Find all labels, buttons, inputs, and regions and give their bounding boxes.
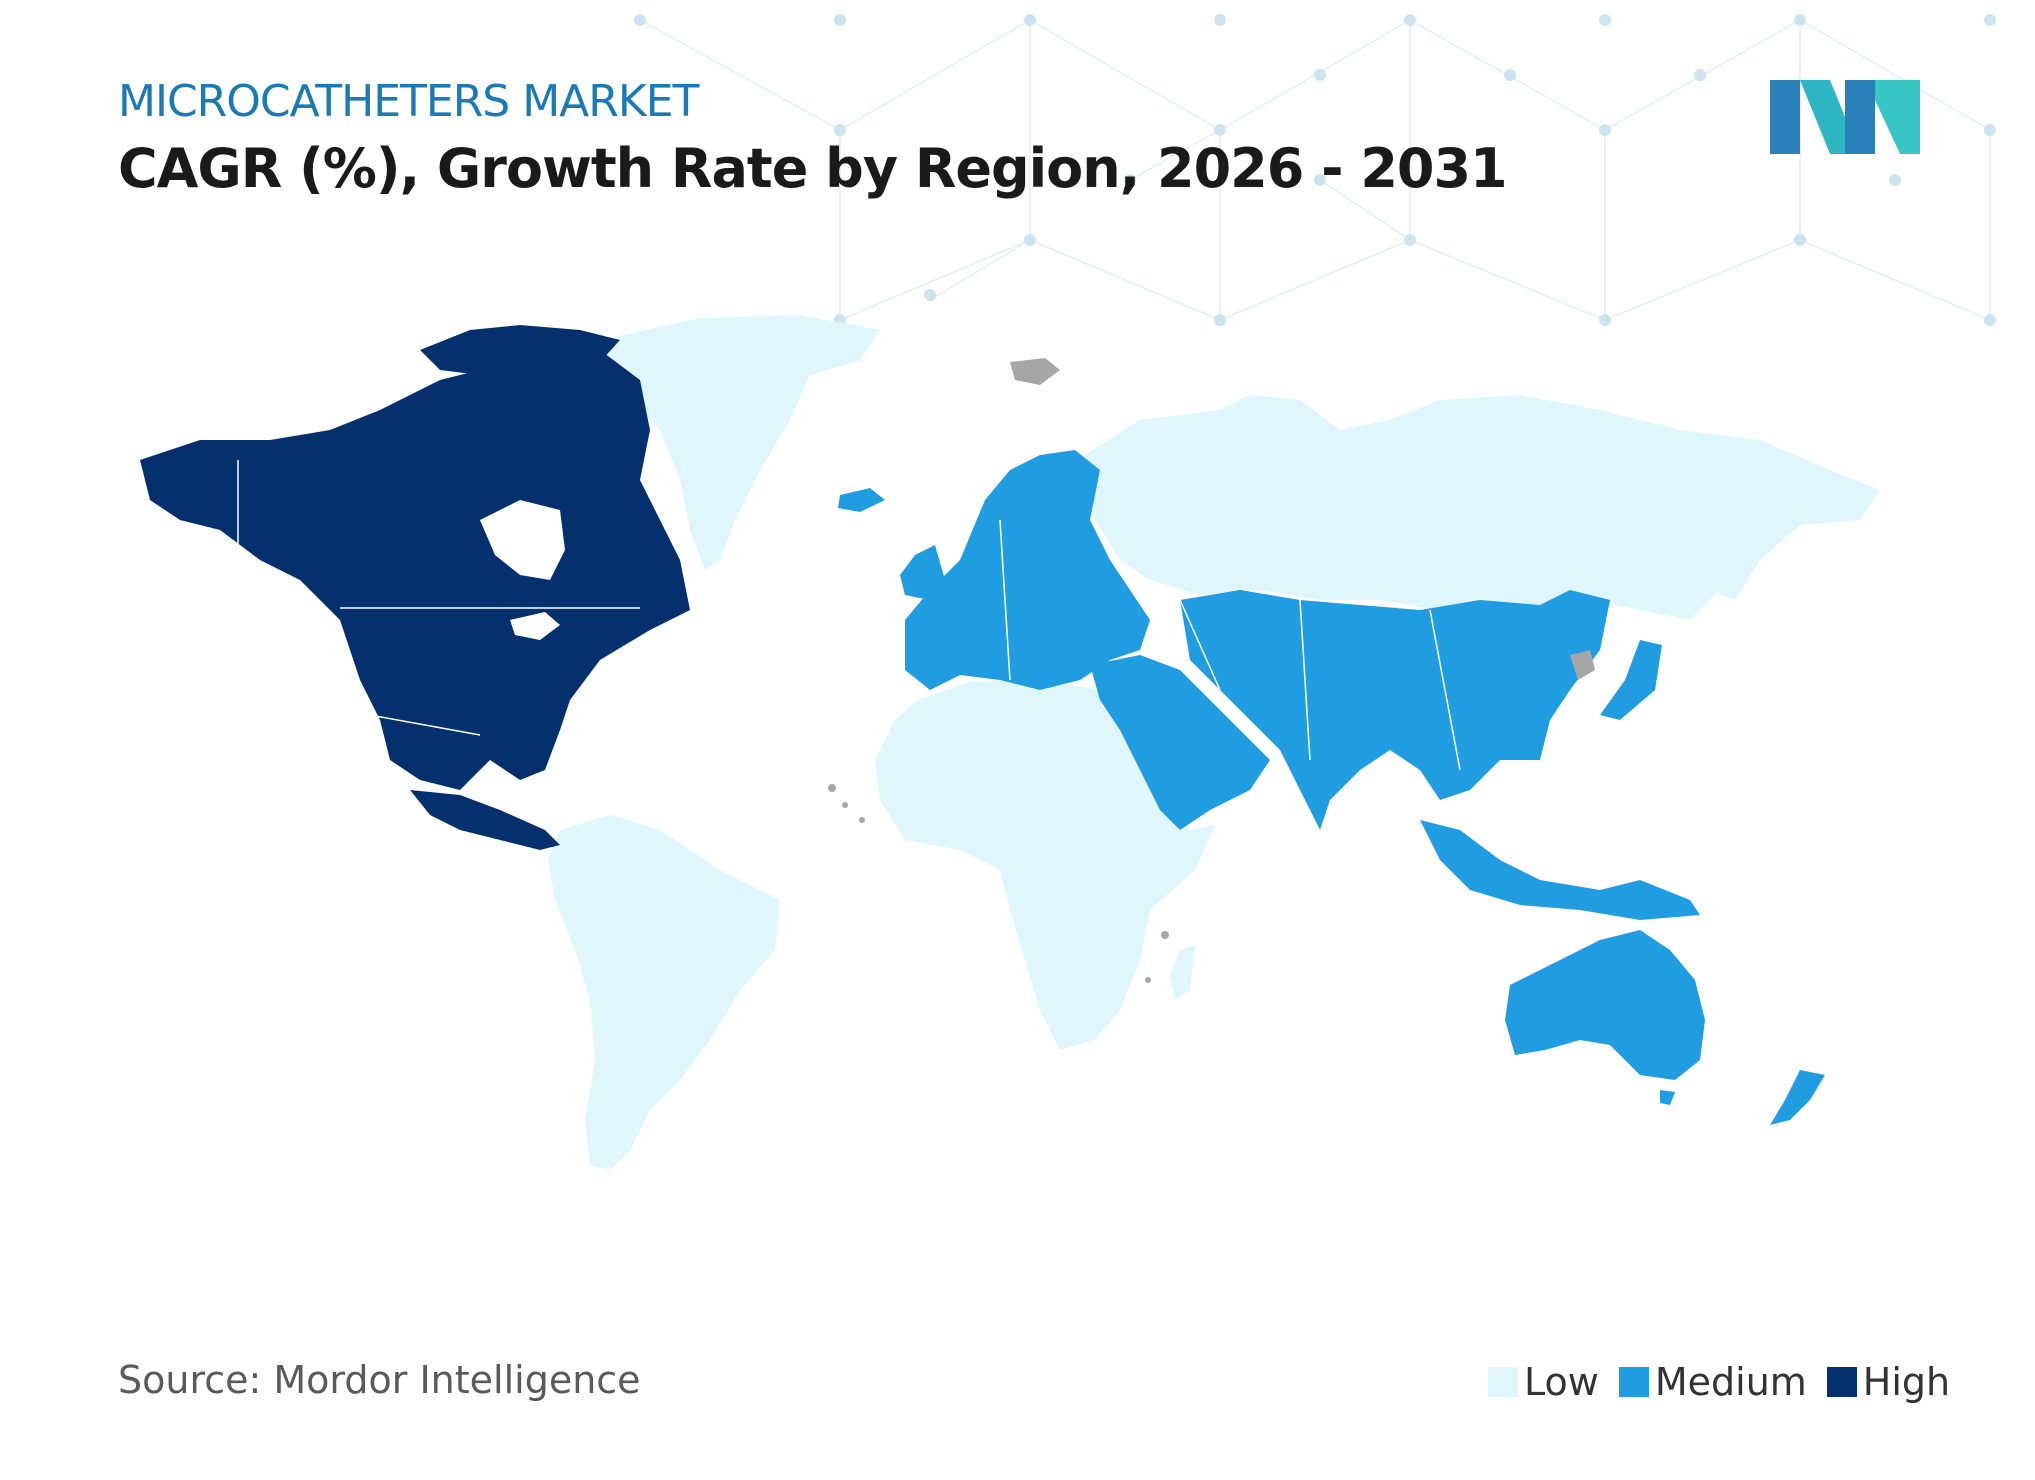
chart-title: CAGR (%), Growth Rate by Region, 2026 - …: [118, 137, 1508, 200]
chart-subtitle: MICROCATHETERS MARKET: [118, 76, 699, 127]
legend-label-high: High: [1862, 1360, 1951, 1404]
region-iceland: [838, 488, 885, 512]
source-note: Source: Mordor Intelligence: [118, 1358, 641, 1402]
chart-header: MICROCATHETERS MARKET CAGR (%), Growth R…: [118, 74, 1508, 204]
region-south-america: [548, 815, 780, 1170]
region-north-america: [140, 350, 690, 790]
legend-label-medium: Medium: [1654, 1360, 1807, 1404]
region-russia: [1085, 395, 1880, 620]
region-canada-arctic: [420, 325, 620, 375]
legend-swatch-medium: [1618, 1367, 1649, 1397]
background-network-pattern: [634, 14, 1996, 326]
region-central-america: [410, 790, 560, 850]
region-southeast-asia: [1420, 820, 1700, 920]
region-europe: [905, 450, 1150, 690]
region-africa: [875, 680, 1215, 1050]
region-north-korea: [1570, 650, 1595, 680]
map-legend: Low Medium High: [1488, 1360, 1950, 1404]
region-australia: [1505, 930, 1705, 1080]
legend-item-low: Low: [1488, 1360, 1599, 1404]
region-new-zealand: [1770, 1070, 1825, 1125]
legend-swatch-low: [1488, 1367, 1518, 1397]
region-greenland: [600, 315, 880, 570]
mordor-intelligence-logo: [1770, 80, 1920, 154]
great-lakes: [510, 612, 560, 640]
legend-item-high: High: [1826, 1360, 1951, 1404]
region-russia-east: [1700, 520, 1760, 600]
region-tasmania: [1660, 1090, 1675, 1105]
region-asia: [1180, 590, 1610, 830]
legend-swatch-high: [1826, 1367, 1857, 1397]
region-islands-no-data: [828, 784, 1169, 983]
legend-item-medium: Medium: [1618, 1360, 1807, 1404]
country-borders: [237, 460, 1461, 771]
hudson-bay: [480, 500, 565, 580]
region-madagascar: [1170, 945, 1195, 1000]
legend-label-low: Low: [1524, 1360, 1599, 1404]
region-svalbard: [1010, 358, 1060, 385]
region-middle-east: [1090, 655, 1270, 830]
region-uk: [900, 545, 945, 600]
region-japan: [1600, 640, 1662, 720]
